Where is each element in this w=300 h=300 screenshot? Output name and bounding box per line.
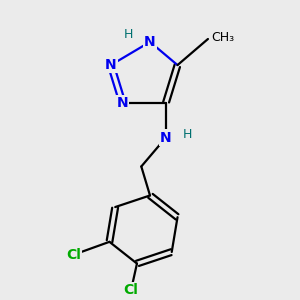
Text: Cl: Cl [66, 248, 81, 262]
Text: N: N [117, 96, 128, 110]
Text: H: H [124, 28, 133, 41]
Text: H: H [183, 128, 192, 141]
Text: N: N [144, 35, 156, 49]
Text: N: N [160, 130, 172, 145]
Text: Cl: Cl [124, 283, 139, 297]
Text: CH₃: CH₃ [211, 31, 234, 44]
Text: N: N [105, 58, 117, 72]
